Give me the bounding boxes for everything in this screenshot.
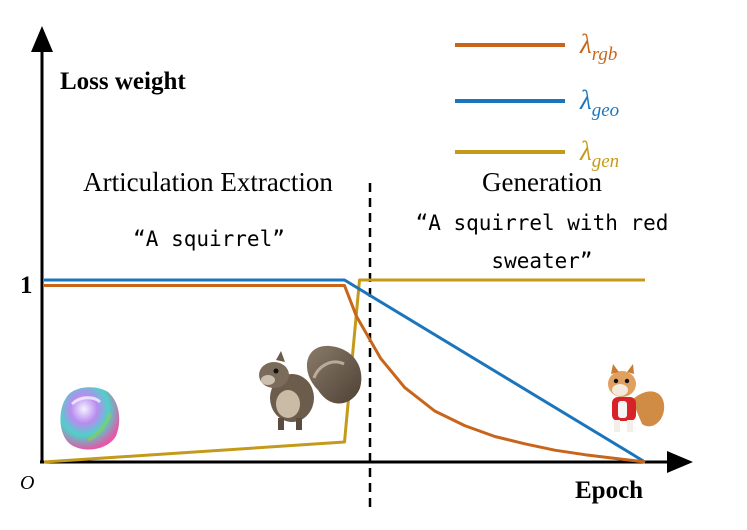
- squirrel-image: [259, 345, 362, 430]
- y-tick-label: 1: [20, 272, 33, 299]
- legend: λrgb λgeo λgen: [455, 29, 619, 172]
- squirrel-sweater-image: [608, 364, 665, 432]
- legend-label-geo: λgeo: [579, 85, 619, 121]
- legend-label-rgb: λrgb: [579, 29, 617, 65]
- articulation-blob-image: [60, 387, 120, 450]
- x-axis: [40, 451, 693, 473]
- legend-label-gen: λgen: [579, 136, 619, 172]
- series-line-geo: [44, 278, 646, 464]
- x-axis-arrow-icon: [667, 451, 693, 473]
- y-axis-arrow-icon: [31, 26, 53, 52]
- phase-title-extraction: Articulation Extraction: [83, 167, 333, 197]
- prompt-generation-line-2: sweater”: [491, 249, 592, 273]
- y-axis-label: Loss weight: [60, 68, 186, 95]
- origin-label: O: [20, 472, 34, 494]
- y-axis: [31, 26, 53, 462]
- phase-title-generation: Generation: [482, 167, 602, 197]
- series-line-rgb: [44, 284, 646, 464]
- prompt-extraction: “A squirrel”: [133, 227, 285, 251]
- prompt-generation-line-1: “A squirrel with red: [416, 211, 669, 235]
- x-axis-label: Epoch: [575, 477, 643, 504]
